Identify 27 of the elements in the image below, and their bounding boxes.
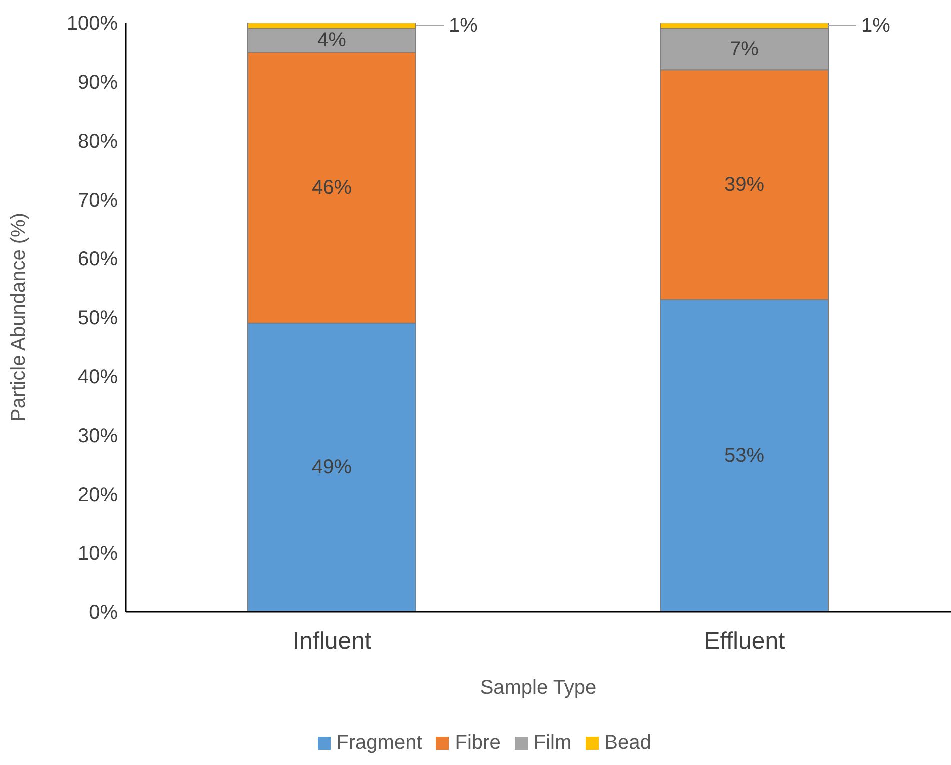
data-label: 39% — [724, 174, 765, 196]
legend-label: Fibre — [454, 732, 501, 755]
y-tick-label: 40% — [78, 366, 118, 388]
y-tick-label: 90% — [78, 72, 118, 94]
y-tick-label: 100% — [66, 13, 118, 36]
data-label: 1% — [862, 14, 891, 37]
y-tick-label: 70% — [78, 190, 118, 212]
data-label: 1% — [449, 14, 478, 37]
legend-label: Bead — [604, 732, 652, 755]
y-tick-label: 80% — [78, 130, 118, 153]
x-axis-title: Sample Type — [480, 677, 597, 699]
data-label: 7% — [730, 38, 760, 61]
legend-label: Film — [532, 732, 572, 755]
y-tick-label: 60% — [78, 248, 118, 271]
y-tick-label: 30% — [78, 425, 118, 448]
data-label: 49% — [312, 456, 352, 479]
data-label: 4% — [318, 30, 347, 52]
y-tick-label: 50% — [78, 308, 118, 330]
legend-label: Fragment — [336, 732, 422, 755]
y-tick-label: 20% — [78, 484, 118, 506]
x-tick-label: Influent — [292, 628, 372, 656]
y-axis-title: Particle Abundance (%) — [8, 212, 30, 422]
y-tick-label: 0% — [89, 602, 118, 624]
x-tick-label: Effluent — [704, 628, 786, 656]
data-label: 53% — [724, 444, 765, 467]
y-tick-label: 10% — [78, 543, 118, 566]
data-label: 46% — [312, 176, 352, 199]
